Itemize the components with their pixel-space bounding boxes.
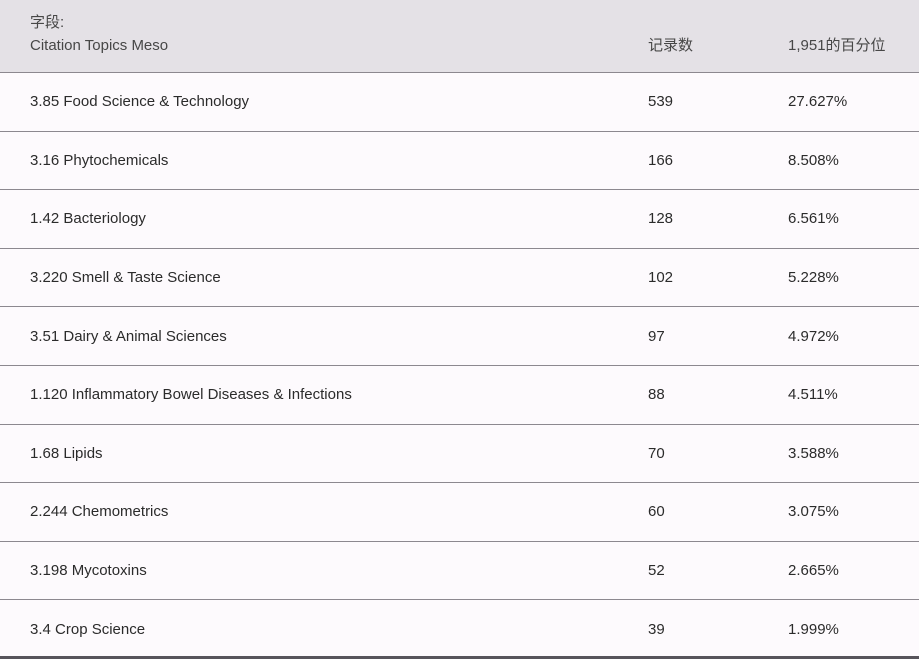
records-cell: 52 xyxy=(648,562,665,580)
topic-cell: 3.85 Food Science & Technology xyxy=(30,93,250,111)
topic-cell: 3.51 Dairy & Animal Sciences xyxy=(30,327,227,345)
table-row: 3.51 Dairy & Animal Sciences 97 4.972% xyxy=(0,307,919,366)
records-cell: 39 xyxy=(648,620,665,638)
table-row: 3.220 Smell & Taste Science 102 5.228% xyxy=(0,248,919,308)
table-row: 1.68 Lipids 70 3.588% xyxy=(0,424,919,484)
topic-cell: 1.120 Inflammatory Bowel Diseases & Infe… xyxy=(30,386,352,404)
percent-cell: 3.588% xyxy=(788,444,839,462)
records-cell: 60 xyxy=(648,503,665,521)
table-row: 3.85 Food Science & Technology 539 27.62… xyxy=(0,73,919,132)
topic-cell: 1.68 Lipids xyxy=(30,444,103,462)
table-row: 1.120 Inflammatory Bowel Diseases & Infe… xyxy=(0,365,919,425)
topic-cell: 3.16 Phytochemicals xyxy=(30,151,169,169)
percent-cell: 27.627% xyxy=(788,93,848,111)
percent-cell: 2.665% xyxy=(788,562,839,580)
table-row: 1.42 Bacteriology 128 6.561% xyxy=(0,190,919,249)
records-cell: 539 xyxy=(648,93,674,111)
table-bottom-border xyxy=(0,656,919,659)
percent-cell: 6.561% xyxy=(788,210,839,228)
field-name: Citation Topics Meso xyxy=(30,37,169,54)
table-row: 3.4 Crop Science 39 1.999% xyxy=(0,600,919,659)
topic-cell: 3.198 Mycotoxins xyxy=(30,562,147,580)
field-label: 字段: xyxy=(30,14,65,31)
column-header-records[interactable]: 记录数 xyxy=(648,37,694,54)
topic-cell: 2.244 Chemometrics xyxy=(30,503,169,521)
records-cell: 128 xyxy=(648,210,674,228)
records-cell: 88 xyxy=(648,386,665,404)
percent-cell: 4.511% xyxy=(788,386,838,404)
percent-cell: 3.075% xyxy=(788,503,839,521)
percent-cell: 4.972% xyxy=(788,327,839,345)
topic-cell: 3.220 Smell & Taste Science xyxy=(30,269,221,287)
table-row: 3.198 Mycotoxins 52 2.665% xyxy=(0,541,919,601)
percent-cell: 1.999% xyxy=(788,620,839,638)
records-cell: 102 xyxy=(648,269,674,287)
records-cell: 166 xyxy=(648,151,674,169)
records-cell: 70 xyxy=(648,444,665,462)
percent-cell: 8.508% xyxy=(788,151,839,169)
topic-cell: 1.42 Bacteriology xyxy=(30,210,146,228)
table-row: 3.16 Phytochemicals 166 8.508% xyxy=(0,131,919,191)
column-header-percentile[interactable]: 1,951的百分位 xyxy=(788,37,886,54)
topic-cell: 3.4 Crop Science xyxy=(30,620,146,638)
table-header: 字段: Citation Topics Meso 记录数 1,951的百分位 xyxy=(0,0,919,73)
percent-cell: 5.228% xyxy=(788,269,839,287)
table-row: 2.244 Chemometrics 60 3.075% xyxy=(0,483,919,542)
records-cell: 97 xyxy=(648,327,665,345)
field-header-cell: 字段: Citation Topics Meso xyxy=(0,0,648,72)
